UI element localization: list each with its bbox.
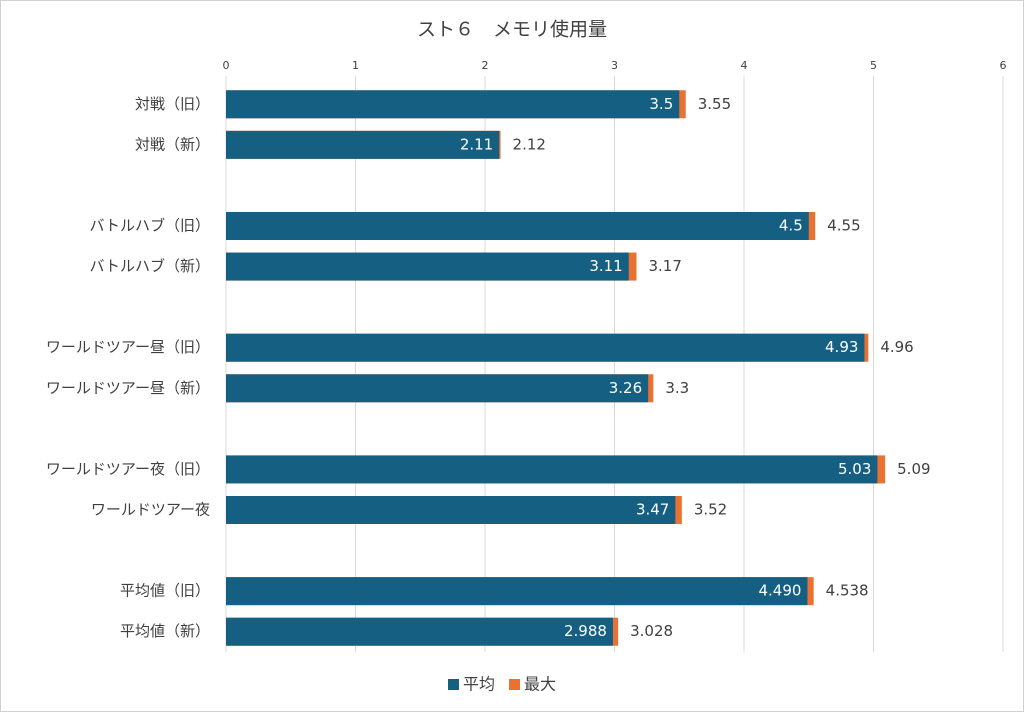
y-tick-label: ワールドツアー夜 [91,501,210,519]
bar [226,455,878,484]
data-label: 3.17 [649,257,682,275]
data-label: 2.988 [564,622,607,640]
data-label: 3.26 [609,379,642,397]
data-label: 3.11 [589,257,622,275]
bar [226,90,680,119]
legend-label: 平均 [463,675,495,694]
bar [226,212,809,240]
y-tick-label: 平均値（旧） [120,582,210,600]
data-label: 3.5 [649,95,673,113]
data-label: 4.5 [779,217,803,235]
x-tick-label: 5 [870,59,877,72]
data-label: 3.3 [665,379,689,397]
data-label: 2.11 [460,135,493,153]
y-tick-label: 対戦（旧） [135,95,210,113]
data-label: 4.93 [825,338,858,356]
data-label: 5.09 [897,460,930,478]
y-tick-label: ワールドツアー昼（新） [46,379,210,397]
data-label: 3.52 [694,501,727,519]
y-tick-label: ワールドツアー夜（旧） [46,460,210,478]
data-label: 2.12 [513,135,546,153]
y-tick-label: 平均値（新） [120,622,210,640]
x-tick-label: 3 [611,59,618,72]
x-tick-label: 4 [741,59,748,72]
bar [226,496,676,524]
bar [226,252,629,281]
bar [226,130,500,159]
x-tick-label: 6 [1000,59,1007,72]
data-label: 3.47 [636,501,669,519]
data-label: 4.490 [759,582,802,600]
y-tick-label: 対戦（新） [135,135,210,153]
x-tick-label: 0 [223,59,230,72]
data-label: 4.96 [880,338,913,356]
legend-swatch [448,679,459,690]
legend-swatch [509,679,521,690]
data-label: 3.028 [630,622,673,640]
bar [226,617,613,646]
data-label: 3.55 [698,95,731,113]
x-tick-label: 1 [352,59,359,72]
data-label: 4.55 [827,217,860,235]
x-tick-label: 2 [482,59,489,72]
chart-title: スト６ メモリ使用量 [417,19,607,41]
bar [226,374,649,403]
y-tick-label: ワールドツアー昼（旧） [46,338,210,356]
data-label: 4.538 [826,582,869,600]
bar [226,577,808,606]
y-tick-label: バトルハブ（旧） [90,217,210,235]
y-tick-label: バトルハブ（新） [90,257,210,275]
legend-label: 最大 [524,675,556,694]
data-label: 5.03 [838,460,871,478]
bar [226,333,865,362]
